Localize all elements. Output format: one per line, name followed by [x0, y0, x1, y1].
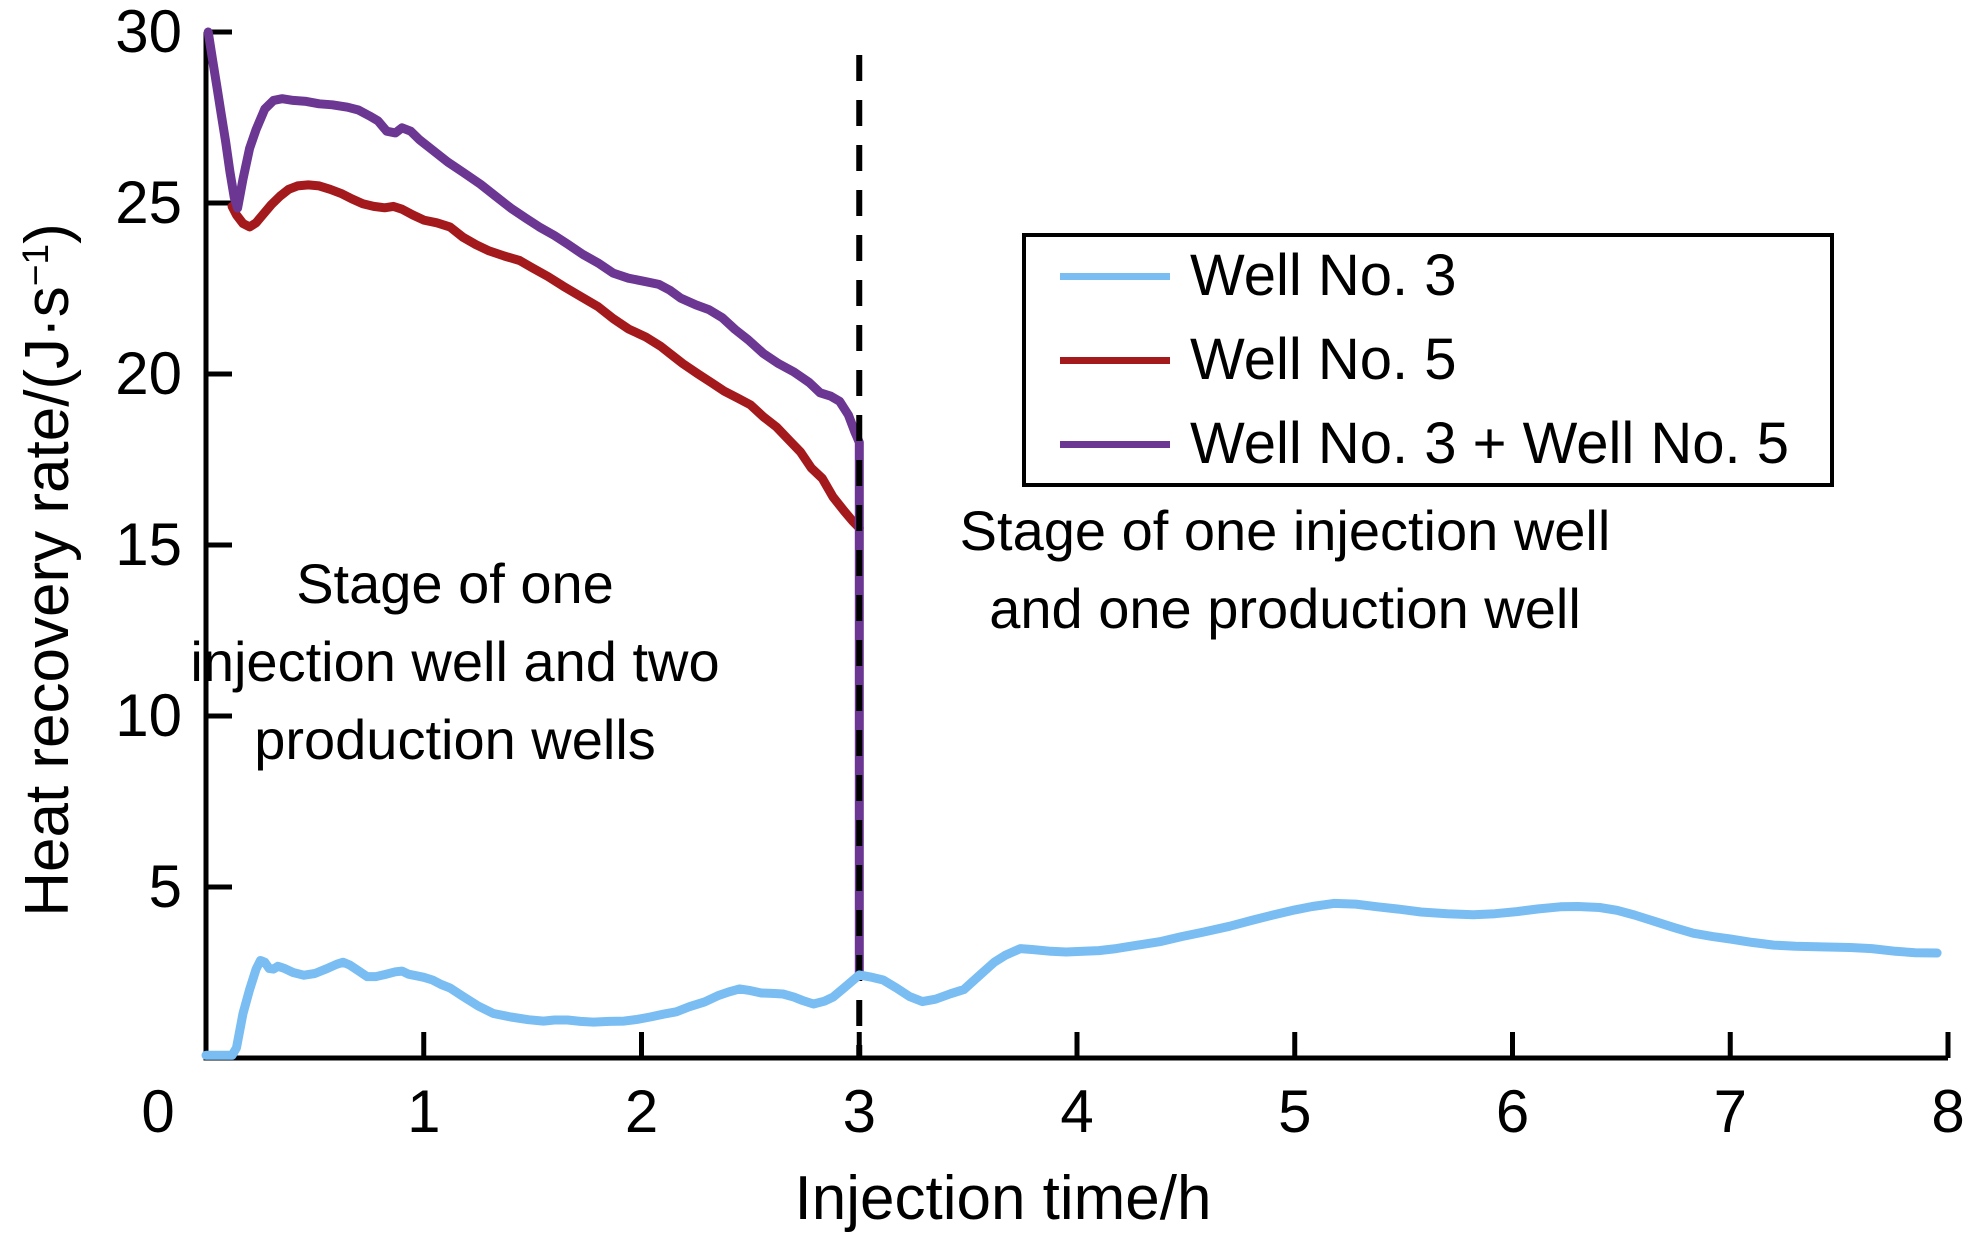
x-tick-label: 6	[1495, 1078, 1530, 1145]
y-tick-label: 10	[115, 682, 182, 749]
y-tick-label: 20	[115, 340, 182, 407]
x-tick-label: 4	[1060, 1078, 1094, 1145]
y-tick-label: 30	[115, 0, 182, 65]
x-tick-label: 1	[407, 1078, 441, 1145]
x-tick-label: 3	[842, 1078, 876, 1145]
series-line-well-3	[201, 898, 1942, 1060]
annotation-line: and one production well	[989, 577, 1581, 640]
y-tick-label: 15	[115, 511, 182, 578]
y-axis-label-superscript: −1	[13, 243, 56, 287]
x-tick-label: 2	[624, 1078, 659, 1145]
annotation-stage-two: Stage of one injection well and one prod…	[885, 492, 1685, 648]
legend-label-well-5: Well No. 5	[1190, 327, 1457, 392]
x-tick-label: 7	[1713, 1078, 1747, 1145]
legend-row-well-3-plus-5: Well No. 3 + Well No. 5	[1026, 415, 1830, 473]
x-axis-label: Injection time/h	[794, 1164, 1212, 1233]
annotation-line: production wells	[254, 708, 656, 771]
y-tick-label: 25	[115, 169, 182, 236]
legend-row-well-3: Well No. 3	[1026, 247, 1830, 305]
legend-box: Well No. 3 Well No. 5 Well No. 3 + Well …	[1022, 233, 1834, 487]
legend-line-sample-well-3	[1060, 272, 1170, 280]
series-line-well-3-plus-5	[203, 27, 864, 980]
legend-label-well-3: Well No. 3	[1190, 243, 1457, 308]
x-tick-label: 0	[141, 1078, 175, 1145]
legend-line-sample-well-5	[1060, 356, 1170, 364]
annotation-line: Stage of one	[296, 552, 614, 615]
legend-row-well-5: Well No. 5	[1026, 331, 1830, 389]
annotation-line: injection well and two	[190, 630, 720, 693]
series-line-well-5	[227, 180, 864, 533]
legend-label-well-3-plus-5: Well No. 3 + Well No. 5	[1190, 411, 1790, 476]
x-tick-label: 5	[1278, 1078, 1312, 1145]
annotation-line: Stage of one injection well	[959, 499, 1611, 562]
annotation-stage-one: Stage of one injection well and two prod…	[55, 545, 855, 779]
legend-line-sample-well-3-plus-5	[1060, 440, 1170, 448]
y-tick-label: 5	[148, 853, 182, 920]
x-tick-label: 8	[1931, 1078, 1965, 1145]
